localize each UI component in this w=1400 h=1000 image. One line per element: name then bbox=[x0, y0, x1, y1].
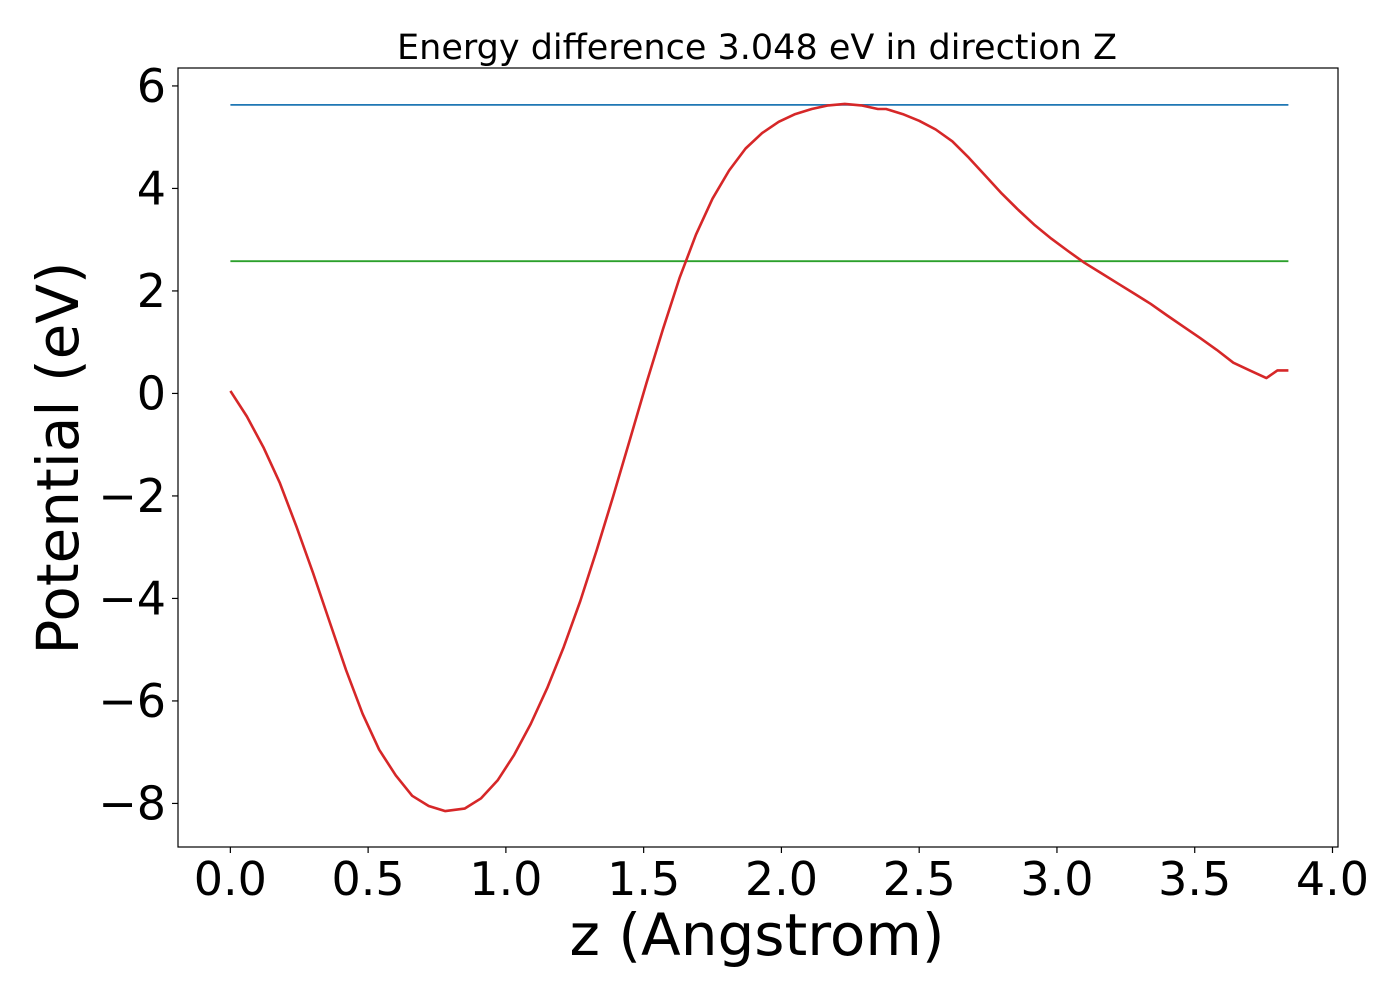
chart-title: Energy difference 3.048 eV in direction … bbox=[397, 28, 1117, 68]
x-tick-label: 2.5 bbox=[883, 852, 956, 906]
y-axis: −8 −6 −4 −2 0 2 4 6 bbox=[98, 59, 178, 830]
x-tick-label: 0.0 bbox=[194, 852, 267, 906]
y-tick-label: −2 bbox=[98, 469, 166, 523]
x-axis: 0.0 0.5 1.0 1.5 2.0 2.5 3.0 3.5 4.0 bbox=[194, 847, 1369, 906]
x-tick-label: 3.0 bbox=[1020, 852, 1093, 906]
y-tick-label: 0 bbox=[137, 366, 166, 420]
series-line-0 bbox=[229, 102, 1289, 813]
y-tick-label: 2 bbox=[137, 264, 166, 318]
y-tick-label: −6 bbox=[98, 674, 166, 728]
x-tick-label: 3.5 bbox=[1158, 852, 1231, 906]
x-tick-label: 1.0 bbox=[469, 852, 542, 906]
y-tick-label: −8 bbox=[98, 776, 166, 830]
plot-frame bbox=[177, 67, 1339, 848]
y-tick-label: 6 bbox=[137, 59, 166, 113]
x-axis-title: z (Angstrom) bbox=[570, 901, 945, 969]
y-tick-label: −4 bbox=[98, 571, 166, 625]
y-tick-label: 4 bbox=[137, 161, 166, 215]
x-tick-label: 0.5 bbox=[332, 852, 405, 906]
series-layer bbox=[229, 102, 1289, 813]
x-tick-label: 2.0 bbox=[745, 852, 818, 906]
y-axis-title: Potential (eV) bbox=[24, 261, 92, 654]
x-tick-label: 1.5 bbox=[607, 852, 680, 906]
x-tick-label: 4.0 bbox=[1296, 852, 1369, 906]
